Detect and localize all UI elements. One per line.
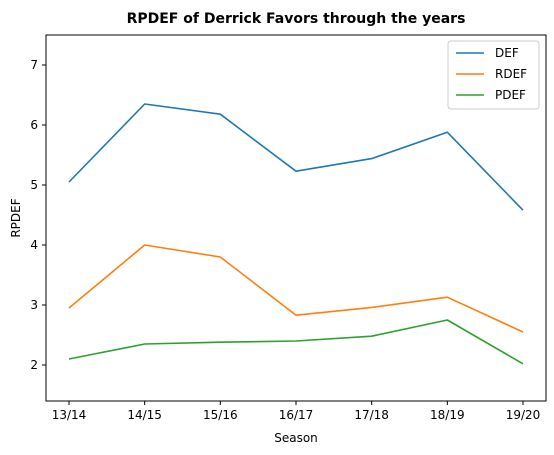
chart-title: RPDEF of Derrick Favors through the year…	[127, 11, 466, 27]
series-line-pdef	[68, 319, 524, 365]
y-tick-label: 5	[30, 178, 38, 192]
x-tick-label: 15/16	[203, 408, 238, 422]
y-tick-label: 3	[30, 298, 38, 312]
legend: DEF RDEF PDEF	[447, 40, 540, 110]
y-tick-label: 6	[30, 118, 38, 132]
x-axis-label: Season	[274, 431, 318, 445]
y-axis-label: RPDEF	[9, 198, 23, 237]
y-tick-label: 7	[30, 58, 38, 72]
series-lines	[68, 103, 524, 365]
x-tick-label: 14/15	[127, 408, 162, 422]
legend-label-def: DEF	[495, 46, 519, 60]
legend-box	[447, 40, 540, 110]
series-line-rdef	[68, 244, 524, 333]
x-axis: 13/14 14/15 15/16 16/17 17/18 18/19 19/20	[52, 401, 541, 422]
x-tick-label: 17/18	[354, 408, 389, 422]
legend-label-rdef: RDEF	[495, 67, 527, 81]
y-tick-label: 4	[30, 238, 38, 252]
x-tick-label: 19/20	[506, 408, 541, 422]
y-tick-label: 2	[30, 358, 38, 372]
y-axis: 2 3 4 5 6 7	[30, 58, 46, 372]
x-tick-label: 13/14	[52, 408, 87, 422]
x-tick-label: 18/19	[430, 408, 465, 422]
series-line-def	[68, 103, 524, 211]
x-tick-label: 16/17	[279, 408, 314, 422]
legend-label-pdef: PDEF	[495, 88, 526, 102]
